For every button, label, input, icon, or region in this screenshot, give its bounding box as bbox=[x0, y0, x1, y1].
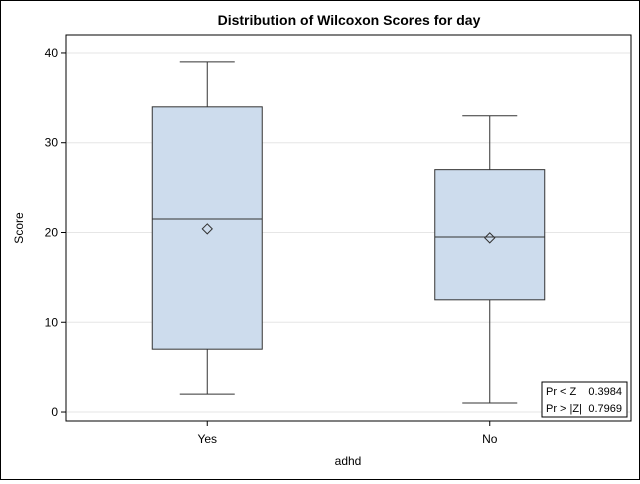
y-axis-ticks: 0 10 20 30 40 bbox=[45, 46, 66, 419]
mean-marker bbox=[484, 232, 496, 244]
y-tick-label: 20 bbox=[45, 225, 59, 239]
boxes bbox=[151, 61, 546, 404]
stats-inset: Pr < Z 0.3984 Pr > |Z| 0.7969 bbox=[541, 381, 628, 418]
box-yes bbox=[151, 61, 263, 395]
stats-label-pr-lt-z: Pr < Z bbox=[546, 386, 577, 398]
x-tick-label: No bbox=[482, 432, 498, 446]
stats-value-pr-lt-z: 0.3984 bbox=[588, 386, 622, 398]
stats-label-pr-gt-abs-z: Pr > |Z| bbox=[546, 403, 582, 415]
x-axis-ticks: Yes No bbox=[197, 421, 498, 446]
box-no bbox=[434, 115, 546, 404]
iqr-box bbox=[151, 106, 263, 350]
plot-area bbox=[65, 34, 632, 422]
y-tick-label: 30 bbox=[45, 136, 59, 150]
y-tick-label: 10 bbox=[45, 315, 59, 329]
mean-marker bbox=[201, 223, 213, 235]
stats-value-pr-gt-abs-z: 0.7969 bbox=[588, 403, 622, 415]
chart-title: Distribution of Wilcoxon Scores for day bbox=[218, 12, 481, 28]
y-tick-label: 0 bbox=[51, 405, 58, 419]
x-axis-label: adhd bbox=[335, 454, 362, 468]
y-tick-label: 40 bbox=[45, 46, 59, 60]
y-axis-label: Score bbox=[12, 212, 26, 244]
x-tick-label: Yes bbox=[197, 432, 217, 446]
stats-inset-box bbox=[541, 381, 628, 418]
iqr-box bbox=[434, 169, 546, 301]
